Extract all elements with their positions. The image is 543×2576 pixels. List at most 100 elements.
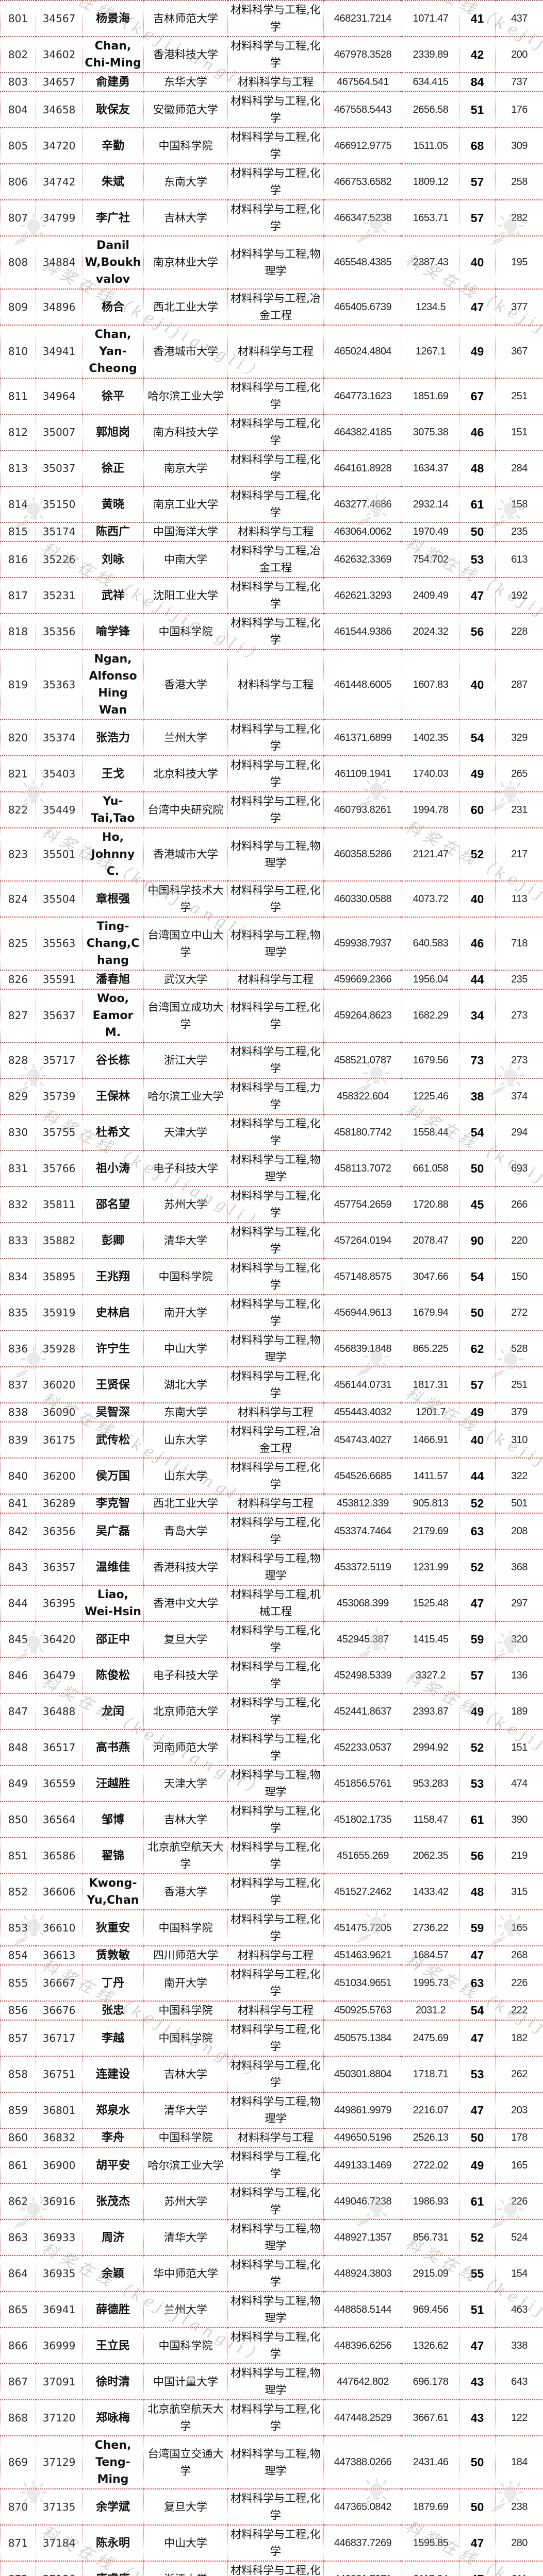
table-row: 806 34742 朱斌 东南大学 材料科学与工程,化学 466753.6582 1809.…: [0, 163, 543, 200]
table-row: 863 36933 周济 清华大学 材料科学与工程,物理学 448927.1357 856.…: [0, 2219, 543, 2256]
num2-cell: 235: [495, 522, 543, 542]
score2-cell: 1995.73: [402, 1964, 459, 2002]
university-cell: 中国海洋大学: [143, 522, 228, 542]
score1-cell: 459938.7937: [323, 917, 402, 971]
score1-cell: 455443.4032: [323, 1402, 402, 1422]
score2-cell: 953.283: [402, 1765, 459, 1802]
num2-cell: 182: [495, 2020, 543, 2057]
fields-cell: 材料科学与工程,化学: [227, 2255, 324, 2292]
name-cell: 余学斌: [82, 2488, 144, 2526]
rank-cell: 839: [0, 1421, 36, 1459]
name-cell: 徐正: [82, 450, 144, 487]
id-cell: 36395: [36, 1585, 83, 1622]
id-cell: 36941: [36, 2291, 83, 2328]
id-cell: 35504: [36, 880, 83, 918]
university-cell: 中国科学技术大学: [143, 880, 228, 918]
rank-cell: 852: [0, 1873, 36, 1910]
table-row: 853 36610 狄重安 中国科学院 材料科学与工程,化学 451475.7205 273…: [0, 1909, 543, 1946]
university-cell: 华中师范大学: [143, 2255, 228, 2292]
table-row: 805 34720 辛勤 中国科学院 材料科学与工程,化学 466912.9775 1511…: [0, 127, 543, 164]
university-cell: 香港城市大学: [143, 827, 228, 882]
name-cell: Yu-Tai,Tao: [82, 791, 144, 828]
fields-cell: 材料科学与工程,化学: [227, 199, 324, 236]
num1-cell: 50: [459, 2435, 496, 2489]
num1-cell: 40: [459, 235, 496, 290]
fields-cell: 材料科学与工程,化学: [227, 2399, 324, 2436]
table-row: 807 34799 李广社 吉林大学 材料科学与工程,化学 466347.5238 1653…: [0, 199, 543, 236]
fields-cell: 材料科学与工程: [227, 1402, 324, 1422]
score1-cell: 451856.5761: [323, 1765, 402, 1802]
num1-cell: 50: [459, 1150, 496, 1187]
name-cell: 张茂杰: [82, 2183, 144, 2220]
num1-cell: 49: [459, 1693, 496, 1730]
fields-cell: 材料科学与工程,化学: [227, 1186, 324, 1223]
num2-cell: 226: [495, 2183, 543, 2220]
table-row: 849 36559 汪越胜 天津大学 材料科学与工程,物理学 451856.5761 953…: [0, 1765, 543, 1802]
table-row: 810 34941 Chan, Yan-Cheong 香港城市大学 材料科学与工程 465…: [0, 325, 543, 379]
num2-cell: 238: [495, 2488, 543, 2526]
score1-cell: 461109.1941: [323, 755, 402, 792]
table-row: 802 34602 Chan, Chi-Ming 香港科技大学 材料科学与工程,化学 46…: [0, 36, 543, 73]
id-cell: 35811: [36, 1186, 83, 1223]
fields-cell: 材料科学与工程,化学: [227, 2327, 324, 2364]
university-cell: 清华大学: [143, 1222, 228, 1259]
fields-cell: 材料科学与工程,化学: [227, 2020, 324, 2057]
id-cell: 37184: [36, 2524, 83, 2562]
table-row: 865 36941 薛德胜 兰州大学 材料科学与工程,物理学 448858.5144 969…: [0, 2291, 543, 2328]
num2-cell: 176: [495, 91, 543, 128]
num2-cell: 211: [495, 2561, 543, 2576]
table-row: 850 36564 邹博 吉林大学 材料科学与工程,化学 451802.1735 1158.…: [0, 1801, 543, 1838]
rank-cell: 808: [0, 235, 36, 290]
name-cell: 张浩力: [82, 719, 144, 756]
num1-cell: 52: [459, 2219, 496, 2256]
id-cell: 36751: [36, 2056, 83, 2093]
score2-cell: 1225.46: [402, 1078, 459, 1115]
fields-cell: 材料科学与工程: [227, 2001, 324, 2021]
score2-cell: 2031.2: [402, 2001, 459, 2021]
rank-cell: 807: [0, 199, 36, 236]
score1-cell: 452233.0537: [323, 1729, 402, 1766]
num2-cell: 463: [495, 2291, 543, 2328]
rank-cell: 868: [0, 2399, 36, 2436]
name-cell: 龙闰: [82, 1693, 144, 1730]
score1-cell: 464161.8928: [323, 450, 402, 487]
university-cell: 中国科学院: [143, 2001, 228, 2021]
num1-cell: 50: [459, 1294, 496, 1331]
university-cell: 香港中文大学: [143, 1585, 228, 1622]
id-cell: 36479: [36, 1657, 83, 1694]
name-cell: 耿保友: [82, 91, 144, 128]
id-cell: 34720: [36, 127, 83, 164]
table-row: 861 36900 胡平安 哈尔滨工业大学 材料科学与工程,化学 449133.1469 2…: [0, 2147, 543, 2184]
rank-cell: 826: [0, 970, 36, 990]
university-cell: 香港科技大学: [143, 36, 228, 73]
id-cell: 36090: [36, 1402, 83, 1422]
table-row: 838 36090 吴智深 东南大学 材料科学与工程 455443.4032 1201.7 4…: [0, 1402, 543, 1422]
id-cell: 35637: [36, 989, 83, 1043]
university-cell: 东华大学: [143, 72, 228, 92]
id-cell: 34567: [36, 0, 83, 37]
rank-cell: 856: [0, 2001, 36, 2021]
university-cell: 武汉大学: [143, 970, 228, 990]
university-cell: 哈尔滨工业大学: [143, 2147, 228, 2184]
score1-cell: 467978.3528: [323, 36, 402, 73]
rank-cell: 867: [0, 2363, 36, 2400]
num1-cell: 55: [459, 2255, 496, 2292]
num1-cell: 51: [459, 2291, 496, 2328]
score2-cell: 1809.12: [402, 163, 459, 200]
table-row: 866 36999 王立民 中国科学院 材料科学与工程,化学 448396.6256 132…: [0, 2327, 543, 2364]
table-row: 827 35637 Woo, Eamor M. 台湾国立成功大学 材料科学与工程,化学 4…: [0, 989, 543, 1043]
num2-cell: 235: [495, 970, 543, 990]
num1-cell: 60: [459, 791, 496, 828]
score1-cell: 467558.5443: [323, 91, 402, 128]
university-cell: 天津大学: [143, 1114, 228, 1151]
name-cell: 黄晓: [82, 486, 144, 523]
fields-cell: 材料科学与工程,物理学: [227, 2219, 324, 2256]
name-cell: 陈西广: [82, 522, 144, 542]
university-cell: 四川师范大学: [143, 1945, 228, 1965]
num2-cell: 613: [495, 541, 543, 578]
table-row: 813 35037 徐正 南京大学 材料科学与工程,化学 464161.8928 1634.…: [0, 450, 543, 487]
university-cell: 苏州大学: [143, 1186, 228, 1223]
id-cell: 36933: [36, 2219, 83, 2256]
name-cell: Ngan, Alfonso Hing Wan: [82, 649, 144, 720]
name-cell: Danil W,Boukhvalov: [82, 235, 144, 290]
